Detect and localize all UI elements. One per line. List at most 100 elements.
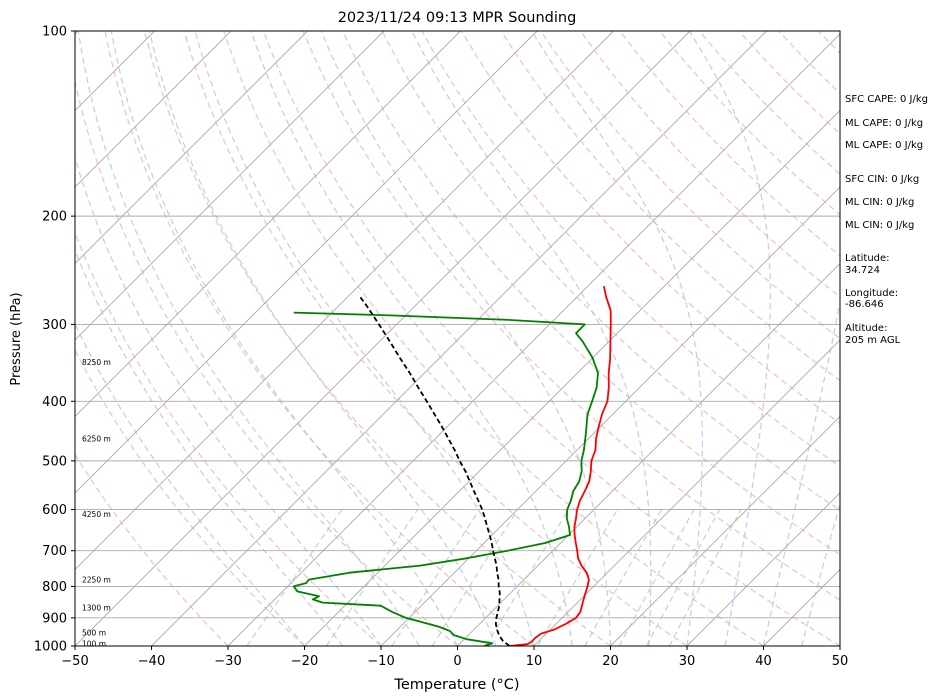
mixing-ratio-line xyxy=(584,509,663,646)
mixing-ratio-line xyxy=(646,509,721,646)
x-tick-label: 40 xyxy=(755,654,772,669)
y-tick-label: 1000 xyxy=(34,640,67,655)
moist-adiabat-line xyxy=(77,31,420,646)
info-line: Altitude: xyxy=(845,323,887,334)
chart-title: 2023/11/24 09:13 MPR Sounding xyxy=(338,10,577,26)
dry-adiabat-line xyxy=(262,31,840,646)
x-tick-label: 20 xyxy=(602,654,619,669)
isotherm-line xyxy=(457,262,840,646)
moist-adiabat-line xyxy=(762,298,840,646)
isotherm-line xyxy=(75,31,232,188)
moist-adiabat-line xyxy=(110,31,459,646)
info-line: ML CAPE: 0 J/kg xyxy=(845,140,923,151)
isotherm-line xyxy=(533,339,840,646)
info-line: ML CIN: 0 J/kg xyxy=(845,197,914,208)
isotherm-line xyxy=(610,415,840,646)
isotherm-line xyxy=(75,31,385,341)
isotherm-line xyxy=(75,31,538,494)
y-axis-label: Pressure (hPa) xyxy=(9,292,24,385)
moist-adiabat-line xyxy=(688,31,771,646)
info-line: 34.724 xyxy=(845,265,880,276)
x-tick-label: 50 xyxy=(832,654,849,669)
profile-series xyxy=(292,286,612,646)
moist-adiabat-line xyxy=(75,155,382,646)
moist-adiabat-line xyxy=(531,31,703,646)
pressure-gridlines xyxy=(75,215,840,619)
moist-adiabat-line xyxy=(320,31,612,646)
mixing-ratio-line xyxy=(537,509,619,646)
height-label: 2250 m xyxy=(82,576,111,585)
isotherm-line xyxy=(151,31,767,646)
height-label: 1300 m xyxy=(82,603,111,612)
isotherm-line xyxy=(75,31,614,571)
x-axis: −50 −40 −30 −20 −10 0 10 20 30 40 50 xyxy=(61,646,848,669)
height-label: 6250 m xyxy=(82,435,111,444)
height-labels: 100 m 500 m 1300 m 2250 m 4250 m 6250 m 8250 m xyxy=(82,358,111,649)
x-tick-label: 0 xyxy=(453,654,461,669)
y-tick-label: 600 xyxy=(42,503,67,518)
moist-adiabat-line xyxy=(801,502,840,646)
isotherm-line xyxy=(75,31,461,418)
x-tick-label: −40 xyxy=(138,654,165,669)
height-label: 8250 m xyxy=(82,358,111,367)
x-tick-label: −30 xyxy=(214,654,241,669)
background-reference-lines xyxy=(0,31,840,646)
dry-adiabat-line xyxy=(75,231,382,646)
dry-adiabat-line xyxy=(143,31,611,646)
info-line: ML CAPE: 0 J/kg xyxy=(845,118,923,129)
dry-adiabat-line xyxy=(75,348,305,646)
y-tick-label: 200 xyxy=(42,210,67,225)
info-line: -86.646 xyxy=(845,299,884,310)
dry-adiabat-line xyxy=(104,31,535,646)
isotherm-line xyxy=(380,186,840,646)
series-line-1 xyxy=(292,311,599,646)
y-tick-label: 800 xyxy=(42,580,67,595)
mixing-ratio-line xyxy=(668,509,742,646)
height-label: 500 m xyxy=(82,628,106,637)
mixing-ratio-line xyxy=(618,509,695,646)
isotherm-line xyxy=(75,31,691,646)
isotherm-line xyxy=(0,31,2,646)
mixing-ratio-line xyxy=(246,509,343,646)
isotherm-line xyxy=(686,492,840,646)
moist-adiabat-line xyxy=(75,248,344,646)
plot-frame xyxy=(74,30,841,647)
height-label: 100 m xyxy=(82,639,106,648)
moist-adiabat-line xyxy=(194,31,535,646)
x-tick-label: −10 xyxy=(367,654,394,669)
mixing-ratio-line xyxy=(431,509,519,646)
dry-adiabat-line xyxy=(579,31,840,298)
info-line: SFC CAPE: 0 J/kg xyxy=(845,94,928,105)
series-line-0 xyxy=(509,286,612,646)
info-line: 205 m AGL xyxy=(845,335,901,346)
y-tick-label: 100 xyxy=(42,25,67,40)
moist-adiabat-line xyxy=(250,31,573,646)
x-tick-label: 10 xyxy=(526,654,543,669)
y-tick-label: 700 xyxy=(42,544,67,559)
dry-adiabat-line xyxy=(183,31,688,646)
info-line: Latitude: xyxy=(845,253,890,264)
x-tick-label: 30 xyxy=(679,654,696,669)
mixing-ratio-line xyxy=(325,509,419,646)
x-axis-label: Temperature (°C) xyxy=(393,677,519,693)
info-line: ML CIN: 0 J/kg xyxy=(845,220,914,231)
dry-adiabat-line xyxy=(75,453,229,646)
dry-adiabat-line xyxy=(342,31,840,556)
x-tick-label: −20 xyxy=(291,654,318,669)
y-tick-label: 400 xyxy=(42,395,67,410)
isotherm-line xyxy=(227,33,840,646)
moist-adiabat-line xyxy=(148,31,497,646)
dry-adiabat-line xyxy=(75,79,458,646)
info-line: SFC CIN: 0 J/kg xyxy=(845,174,919,185)
info-line: Longitude: xyxy=(845,288,898,299)
y-tick-label: 300 xyxy=(42,318,67,333)
moist-adiabat-line xyxy=(411,31,652,646)
height-label: 4250 m xyxy=(82,510,111,519)
x-tick-label: −50 xyxy=(61,654,88,669)
y-tick-label: 500 xyxy=(42,454,67,469)
series-line-2 xyxy=(358,295,511,646)
sounding-info-panel: SFC CAPE: 0 J/kg ML CAPE: 0 J/kg ML CAPE: … xyxy=(845,94,928,346)
y-axis: 100 200 300 400 500 600 700 800 900 1000 xyxy=(34,25,75,655)
mixing-ratio-line xyxy=(485,509,570,646)
